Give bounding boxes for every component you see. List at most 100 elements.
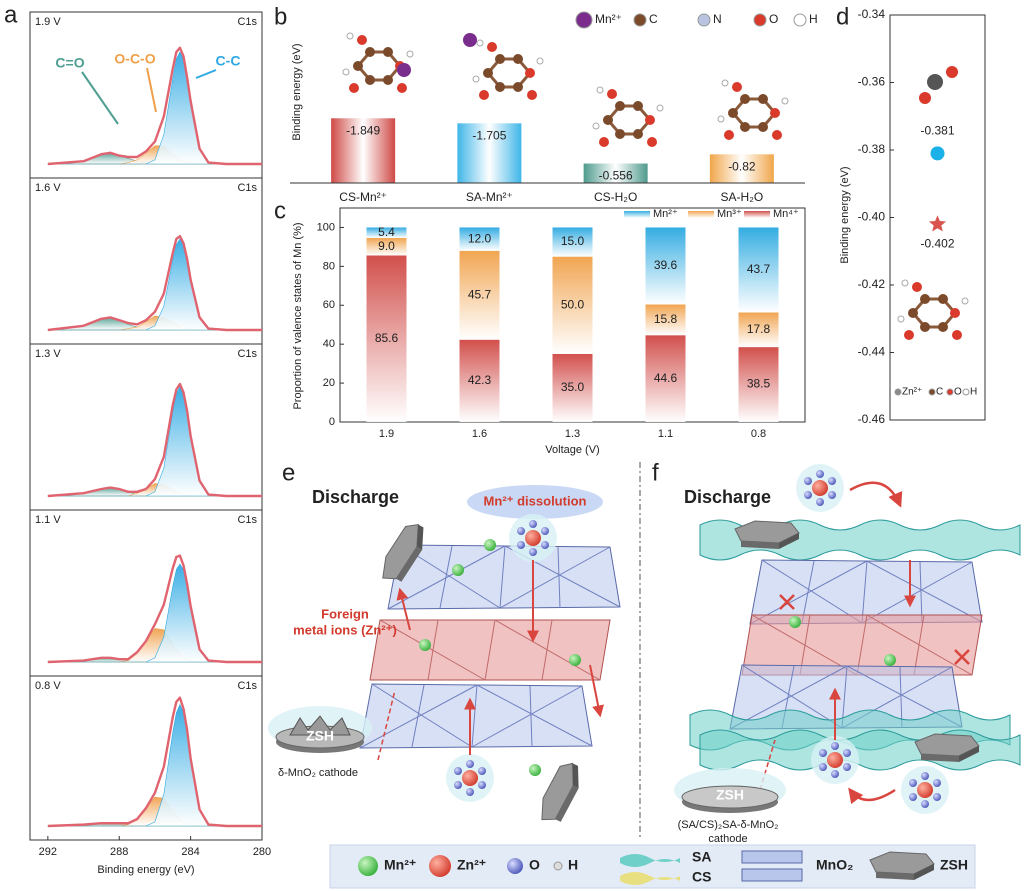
y-tick-label: 60 bbox=[323, 299, 335, 311]
legend-label: ZSH bbox=[940, 857, 968, 873]
spectrum-label: 1.1 V bbox=[35, 514, 61, 526]
panel-label: d bbox=[836, 3, 849, 30]
atom-label: Zn²⁺ bbox=[902, 387, 922, 398]
legend-bar: Mn²⁺ Zn²⁺ O H SA CS MnO₂ ZSH bbox=[329, 844, 976, 889]
value-label: 42.3 bbox=[468, 373, 492, 387]
core-level: C1s bbox=[237, 514, 257, 526]
atom-swatch bbox=[697, 13, 711, 27]
envelope-line bbox=[47, 554, 262, 664]
y-tick-label: 100 bbox=[317, 221, 335, 233]
x-tick-label: 1.9 bbox=[379, 428, 394, 440]
atom-label: O bbox=[769, 12, 778, 26]
y-tick-label: -0.36 bbox=[858, 75, 886, 89]
spectrum-frame bbox=[29, 675, 263, 841]
atom-label: C bbox=[649, 12, 658, 26]
legend-label: Mn³⁺ bbox=[717, 208, 742, 220]
molecule-icons bbox=[341, 31, 970, 342]
atom-label: O bbox=[954, 387, 962, 398]
atom-swatch bbox=[753, 13, 767, 27]
atom-swatch bbox=[946, 388, 954, 396]
value-label: -1.849 bbox=[346, 123, 380, 137]
peak-annotation: O-C-O bbox=[114, 51, 155, 67]
y-tick-label: 20 bbox=[323, 377, 335, 389]
atom-swatch bbox=[894, 388, 902, 396]
envelope-line bbox=[47, 696, 262, 828]
atom-swatch bbox=[928, 388, 936, 396]
legend-label: MnO₂ bbox=[816, 857, 853, 873]
value-label: 17.8 bbox=[747, 322, 771, 336]
atom-swatch bbox=[793, 13, 807, 27]
value-label: 45.7 bbox=[468, 287, 492, 301]
bar-segment bbox=[459, 250, 500, 340]
x-tick-label: 1.6 bbox=[472, 428, 487, 440]
x-axis-label: Voltage (V) bbox=[545, 444, 599, 456]
panel-label: b bbox=[274, 3, 287, 30]
value-label: 50.0 bbox=[561, 297, 585, 311]
value-label: 44.6 bbox=[654, 371, 678, 385]
legend-label: Zn²⁺ bbox=[457, 857, 486, 873]
caption: cathode bbox=[708, 833, 747, 845]
bar-segment bbox=[552, 353, 593, 422]
bar-segment bbox=[738, 227, 779, 313]
bar-segment bbox=[645, 227, 686, 305]
y-tick-label: 40 bbox=[323, 338, 335, 350]
bar bbox=[583, 163, 648, 183]
bar bbox=[331, 118, 396, 183]
legend-swatch bbox=[624, 211, 650, 218]
x-tick-label: 280 bbox=[253, 846, 271, 858]
atom-label: N bbox=[713, 12, 722, 26]
x-tick-label: 288 bbox=[110, 846, 128, 858]
value-label: 15.8 bbox=[654, 312, 678, 326]
value-label: 43.7 bbox=[747, 262, 771, 276]
bar-segment bbox=[459, 339, 500, 422]
legend-label: Mn⁴⁺ bbox=[773, 208, 799, 220]
panel-e: Discharge Mn²⁺ dissolution Foreign metal… bbox=[268, 462, 641, 838]
value-label: 15.0 bbox=[561, 234, 585, 248]
atom-swatch bbox=[633, 13, 647, 27]
value-label: -0.381 bbox=[920, 124, 954, 138]
x-tick-label: 1.1 bbox=[658, 428, 673, 440]
disc-label: ZSH bbox=[716, 787, 744, 803]
x-tick-label: 284 bbox=[181, 846, 199, 858]
bar-segment bbox=[738, 347, 779, 422]
bar-segment bbox=[366, 255, 407, 422]
core-level: C1s bbox=[237, 182, 257, 194]
x-axis-label: Binding energy (eV) bbox=[97, 864, 194, 876]
bubble bbox=[467, 485, 603, 519]
y-axis-label: Binding energy (eV) bbox=[291, 43, 303, 140]
atom-label: H bbox=[970, 387, 977, 398]
spectrum-frame bbox=[29, 343, 263, 511]
caption: (SA/CS)₂SA-δ-MnO₂ bbox=[678, 819, 779, 831]
panel-label: c bbox=[274, 197, 286, 224]
value-label: -0.402 bbox=[920, 236, 954, 250]
y-axis-label: Proportion of valence states of Mn (%) bbox=[292, 222, 304, 409]
y-tick-label: -0.46 bbox=[858, 412, 886, 426]
legend-label: Mn²⁺ bbox=[384, 857, 416, 873]
spectrum-label: 1.6 V bbox=[35, 182, 61, 194]
value-label: 35.0 bbox=[561, 380, 585, 394]
bar bbox=[709, 154, 774, 183]
spectrum-label: 1.3 V bbox=[35, 348, 61, 360]
x-tick-label: 0.8 bbox=[751, 428, 766, 440]
bar-segment bbox=[552, 256, 593, 354]
bar-segment bbox=[459, 227, 500, 251]
heading: Discharge bbox=[312, 487, 399, 507]
legend-label: CS bbox=[692, 869, 711, 885]
x-tick-label: SA-Mn²⁺ bbox=[466, 190, 513, 204]
panel-label: a bbox=[4, 1, 18, 28]
bar-segment bbox=[738, 312, 779, 348]
y-tick-label: -0.34 bbox=[858, 7, 886, 21]
atom-label: H bbox=[809, 12, 818, 26]
envelope-line bbox=[47, 46, 262, 166]
bubble-text: Mn²⁺ dissolution bbox=[484, 493, 587, 508]
point bbox=[930, 146, 945, 161]
legend-label: Mn²⁺ bbox=[653, 208, 678, 220]
peak-annotation: C-C bbox=[216, 53, 241, 69]
panel-label: e bbox=[282, 459, 295, 486]
bar-segment bbox=[552, 227, 593, 257]
value-label: 39.6 bbox=[654, 258, 678, 272]
bar bbox=[457, 123, 522, 183]
spectrum-label: 1.9 V bbox=[35, 16, 61, 28]
annotation-arrow bbox=[81, 71, 119, 125]
component-area bbox=[47, 628, 262, 663]
